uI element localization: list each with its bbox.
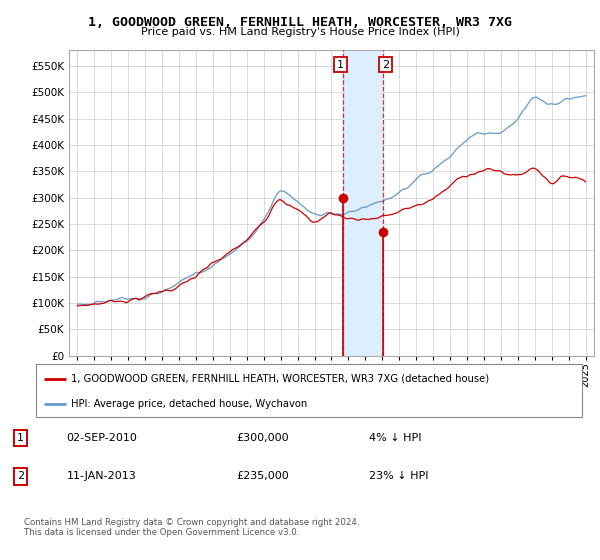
FancyBboxPatch shape — [36, 364, 582, 417]
Text: 1: 1 — [337, 59, 344, 69]
Text: 1, GOODWOOD GREEN, FERNHILL HEATH, WORCESTER, WR3 7XG (detached house): 1, GOODWOOD GREEN, FERNHILL HEATH, WORCE… — [71, 374, 490, 384]
Text: £235,000: £235,000 — [236, 472, 289, 482]
Text: 1, GOODWOOD GREEN, FERNHILL HEATH, WORCESTER, WR3 7XG: 1, GOODWOOD GREEN, FERNHILL HEATH, WORCE… — [88, 16, 512, 29]
Text: 2: 2 — [382, 59, 389, 69]
Text: £300,000: £300,000 — [236, 433, 289, 443]
Text: 02-SEP-2010: 02-SEP-2010 — [67, 433, 137, 443]
Text: 2: 2 — [17, 472, 24, 482]
Text: 1: 1 — [17, 433, 24, 443]
Text: Price paid vs. HM Land Registry's House Price Index (HPI): Price paid vs. HM Land Registry's House … — [140, 27, 460, 37]
Text: 4% ↓ HPI: 4% ↓ HPI — [369, 433, 422, 443]
Bar — [343, 50, 383, 356]
Text: Contains HM Land Registry data © Crown copyright and database right 2024.
This d: Contains HM Land Registry data © Crown c… — [24, 518, 359, 538]
Text: 11-JAN-2013: 11-JAN-2013 — [67, 472, 136, 482]
Text: 23% ↓ HPI: 23% ↓ HPI — [369, 472, 428, 482]
Text: HPI: Average price, detached house, Wychavon: HPI: Average price, detached house, Wych… — [71, 399, 308, 409]
